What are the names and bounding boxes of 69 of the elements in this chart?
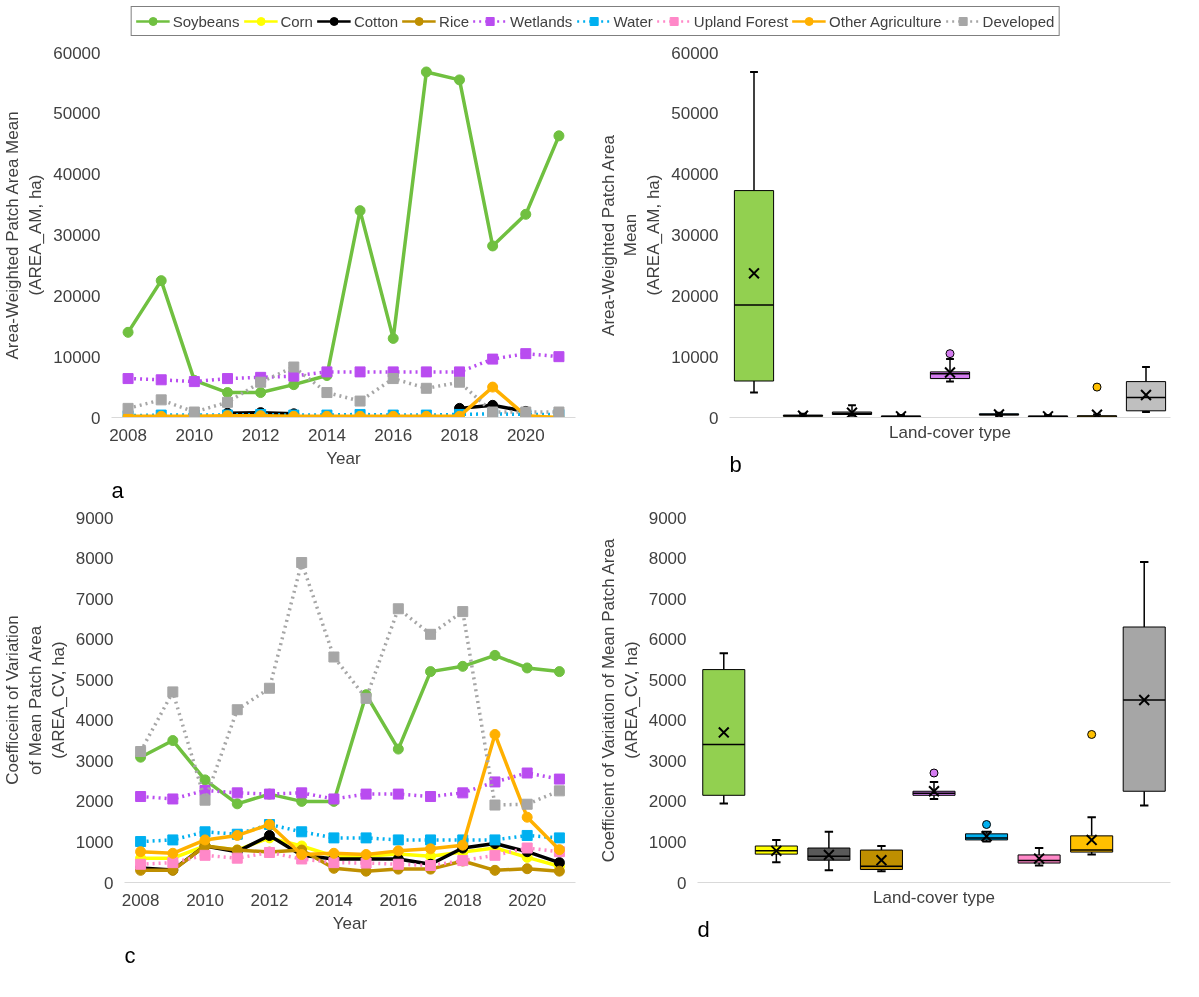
x-tick-label: 2010 (186, 890, 224, 910)
y-tick-label: 1000 (75, 832, 114, 852)
y-tick-label: 30000 (671, 226, 719, 245)
y-tick-label: 3000 (75, 751, 114, 771)
x-tick-label: 2016 (379, 890, 418, 910)
y-tick-label: 9000 (75, 508, 114, 528)
y-tick-label: 3000 (648, 751, 687, 771)
y-tick-label: 10000 (671, 347, 719, 367)
y-tick-label: 4000 (648, 711, 687, 731)
y-tick-label: 8000 (75, 549, 114, 569)
legend-label: Upland Forest (693, 12, 789, 30)
legend-label: Water (613, 12, 653, 30)
x-tick-label: 2020 (506, 425, 545, 445)
y-tick-label: 30000 (53, 226, 101, 245)
text: c (124, 942, 136, 968)
y-tick-label: 20000 (53, 286, 101, 306)
y-tick-label: 0 (677, 873, 687, 893)
legend-label: Wetlands (510, 12, 573, 30)
x-tick-label: 2018 (443, 890, 482, 910)
y-tick-label: 60000 (671, 43, 719, 63)
text: d (697, 916, 710, 942)
y-tick-label: 5000 (648, 670, 687, 690)
legend-label: Other Agriculture (829, 12, 942, 30)
y-tick-label: 40000 (671, 165, 719, 185)
x-tick-label: 2020 (508, 890, 547, 910)
y-tick-label: 40000 (53, 165, 101, 185)
legend-label: Developed (982, 12, 1055, 30)
x-tick-label: 2016 (374, 425, 413, 445)
legend-label: Rice (439, 12, 470, 30)
x-tick-label: 2014 (314, 890, 353, 910)
x-tick-label: 2008 (121, 890, 160, 910)
x-axis-title: Year (326, 448, 362, 468)
y-tick-label: 5000 (75, 670, 114, 690)
x-tick-label: 2012 (250, 890, 289, 910)
x-tick-label: 2018 (440, 425, 479, 445)
y-tick-label: 60000 (53, 43, 101, 63)
y-tick-label: 6000 (75, 630, 114, 650)
x-tick-label: 2008 (109, 425, 147, 445)
legend-label: Cotton (353, 12, 399, 30)
y-axis-title: Area-Weighted Patch Area Mean (AREA_AM, ha) (3, 111, 46, 360)
y-tick-label: 2000 (75, 792, 114, 812)
y-axis-title: Coefficeint of Variation of Mean Patch Area (AREA_CV, ha) (3, 615, 68, 785)
y-tick-label: 2000 (648, 792, 687, 812)
x-axis-title: Land-cover type (873, 887, 995, 907)
y-tick-label: 0 (709, 408, 719, 428)
y-tick-label: 8000 (648, 549, 687, 569)
legend-label: Soybeans (172, 12, 240, 30)
legend-label: Corn (280, 12, 313, 30)
y-tick-label: 0 (91, 408, 101, 428)
text: b (729, 451, 742, 477)
x-tick-label: 2014 (308, 425, 346, 445)
x-axis-title: Year (332, 913, 368, 933)
y-tick-label: 50000 (671, 104, 719, 124)
y-tick-label: 6000 (648, 630, 687, 650)
x-axis-title: Land-cover type (889, 422, 1011, 442)
x-tick-label: 2010 (175, 425, 214, 445)
y-tick-label: 7000 (75, 589, 114, 609)
y-tick-label: 4000 (75, 711, 114, 731)
y-tick-label: 20000 (671, 286, 719, 306)
y-tick-label: 50000 (53, 104, 101, 124)
y-axis-title: Coefficient of Variation of Mean Patch Area (AREA_CV, ha) (598, 538, 641, 863)
y-tick-label: 1000 (648, 832, 687, 852)
y-tick-label: 7000 (648, 589, 687, 609)
y-tick-label: 9000 (648, 508, 687, 528)
y-axis-title: Area-Weighted Patch Area Mean (AREA_AM, ha) (598, 134, 664, 336)
y-tick-label: 10000 (53, 347, 101, 367)
text: a (111, 477, 125, 503)
y-tick-label: 0 (104, 873, 114, 893)
x-tick-label: 2012 (241, 425, 280, 445)
